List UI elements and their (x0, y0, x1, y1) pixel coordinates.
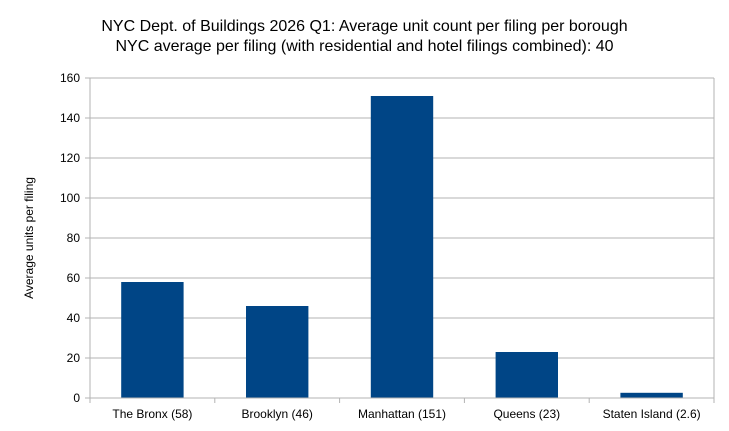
bar (370, 96, 434, 398)
y-tick-label: 160 (60, 71, 80, 85)
y-tick-label: 80 (67, 231, 81, 245)
bars (121, 96, 683, 398)
chart-title: NYC Dept. of Buildings 2026 Q1: Average … (101, 18, 628, 35)
axes (85, 77, 715, 403)
y-tick-label: 120 (60, 151, 80, 165)
bar (620, 392, 683, 398)
x-tick-label: Brooklyn (46) (242, 407, 313, 421)
chart-subtitle: NYC average per filing (with residential… (115, 38, 614, 55)
x-tick-label: Queens (23) (493, 407, 560, 421)
y-tick-label: 40 (67, 311, 81, 325)
x-tick-label: The Bronx (58) (112, 407, 192, 421)
bar (121, 282, 184, 398)
y-tick-label: 0 (73, 391, 80, 405)
x-tick-label: Manhattan (151) (358, 407, 446, 421)
x-tick-label: Staten Island (2.6) (603, 407, 701, 421)
tick-labels: 0 20 40 60 80 100 120 140 160 The Bronx (58) Brook… (60, 71, 701, 421)
y-tick-label: 60 (67, 271, 81, 285)
bar (495, 352, 558, 398)
y-tick-label: 20 (67, 351, 81, 365)
y-axis-title: Average units per filing (22, 177, 36, 299)
bar (246, 306, 309, 398)
y-tick-label: 100 (60, 191, 80, 205)
y-tick-label: 140 (60, 111, 80, 125)
